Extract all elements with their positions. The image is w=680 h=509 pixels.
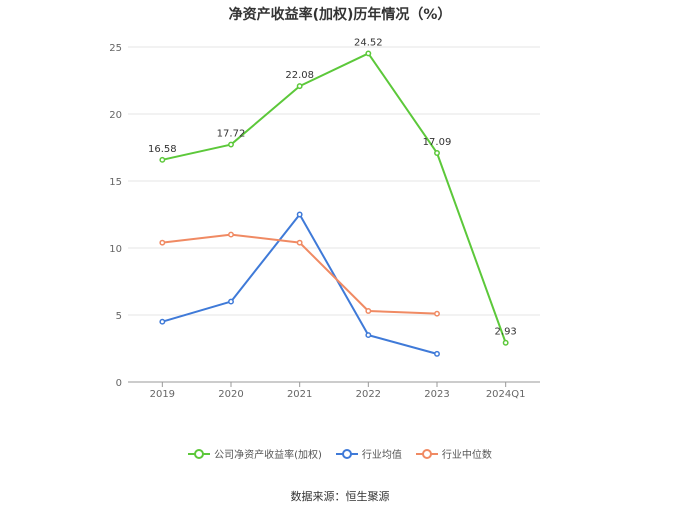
y-tick-label: 10 (109, 244, 122, 255)
data-point (159, 318, 166, 325)
legend-item[interactable]: 公司净资产收益率(加权) (188, 446, 322, 461)
line-chart: 0 5 10 15 20 25 2019 2020 2021 2022 2023 2024Q1 16.5… (109, 37, 540, 400)
legend-marker-icon (335, 448, 358, 459)
y-tick-label: 5 (116, 311, 122, 322)
data-point (502, 339, 509, 346)
legend-marker-icon (415, 448, 438, 459)
data-label: 24.52 (354, 37, 383, 48)
legend-label: 行业中位数 (441, 450, 492, 461)
x-tick-label: 2020 (218, 389, 243, 400)
data-point (296, 211, 303, 218)
series-line (162, 213, 438, 355)
x-tick-label: 2021 (287, 389, 312, 400)
data-point (365, 332, 372, 339)
series-line (162, 52, 507, 344)
legend-marker-icon (188, 448, 211, 459)
legend: 公司净资产收益率(加权) 行业均值 行业中位数 (0, 446, 680, 461)
data-point (296, 239, 303, 246)
source-note: 数据来源：恒生聚源 (290, 490, 390, 503)
data-point (365, 308, 372, 314)
data-point (228, 231, 234, 238)
data-label: 16.58 (148, 144, 177, 155)
data-point (159, 239, 166, 246)
data-point (296, 83, 303, 90)
series-line (162, 233, 438, 315)
x-tick-label: 2024Q1 (486, 389, 526, 400)
legend-item[interactable]: 行业均值 (335, 446, 402, 461)
x-tick-label: 2019 (150, 389, 175, 400)
y-tick-label: 0 (116, 378, 122, 389)
data-label: 22.08 (285, 70, 314, 81)
data-point (365, 50, 372, 57)
y-tick-label: 25 (109, 43, 122, 54)
chart-title: 净资产收益率(加权)历年情况（%） (228, 7, 452, 23)
data-point (228, 298, 234, 305)
data-point (228, 141, 234, 148)
x-tick-label: 2023 (424, 389, 449, 400)
data-point (434, 310, 440, 317)
legend-item[interactable]: 行业中位数 (415, 446, 492, 461)
data-label: 17.09 (423, 137, 452, 148)
legend-label: 行业均值 (361, 450, 402, 461)
data-point (434, 150, 440, 156)
data-label: 17.72 (217, 129, 246, 140)
data-point (159, 156, 166, 163)
y-tick-label: 15 (109, 177, 122, 188)
legend-label: 公司净资产收益率(加权) (214, 450, 322, 461)
data-point (434, 350, 440, 357)
data-label: 2.93 (495, 327, 517, 338)
y-tick-label: 20 (109, 110, 122, 121)
x-tick-label: 2022 (356, 389, 381, 400)
